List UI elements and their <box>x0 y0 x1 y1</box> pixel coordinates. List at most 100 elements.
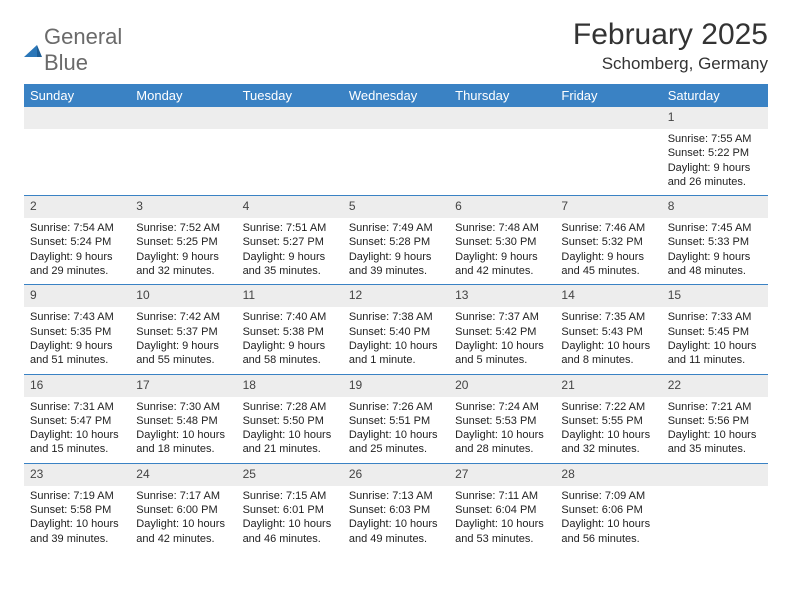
day-cell: 17Sunrise: 7:30 AMSunset: 5:48 PMDayligh… <box>130 375 236 463</box>
sunrise-text: Sunrise: 7:45 AM <box>668 221 762 235</box>
weeks-container: 1Sunrise: 7:55 AMSunset: 5:22 PMDaylight… <box>24 107 768 552</box>
sunset-text: Sunset: 5:24 PM <box>30 235 124 249</box>
sunset-text: Sunset: 5:22 PM <box>668 146 762 160</box>
day-cell: 19Sunrise: 7:26 AMSunset: 5:51 PMDayligh… <box>343 375 449 463</box>
day-number: 28 <box>555 464 661 486</box>
sunset-text: Sunset: 5:27 PM <box>243 235 337 249</box>
day-number: 4 <box>237 196 343 218</box>
sunrise-text: Sunrise: 7:38 AM <box>349 310 443 324</box>
page-title: February 2025 <box>573 18 768 52</box>
calendar-page: General Blue February 2025 Schomberg, Ge… <box>0 0 792 570</box>
day-cell: 18Sunrise: 7:28 AMSunset: 5:50 PMDayligh… <box>237 375 343 463</box>
day-body: Sunrise: 7:51 AMSunset: 5:27 PMDaylight:… <box>237 218 343 284</box>
day-cell: 2Sunrise: 7:54 AMSunset: 5:24 PMDaylight… <box>24 196 130 284</box>
empty-cell <box>237 107 343 195</box>
sunset-text: Sunset: 6:01 PM <box>243 503 337 517</box>
sunrise-text: Sunrise: 7:35 AM <box>561 310 655 324</box>
sunset-text: Sunset: 5:25 PM <box>136 235 230 249</box>
sunset-text: Sunset: 5:38 PM <box>243 325 337 339</box>
sunset-text: Sunset: 5:45 PM <box>668 325 762 339</box>
week-row: 1Sunrise: 7:55 AMSunset: 5:22 PMDaylight… <box>24 107 768 195</box>
day-cell: 22Sunrise: 7:21 AMSunset: 5:56 PMDayligh… <box>662 375 768 463</box>
day-cell: 8Sunrise: 7:45 AMSunset: 5:33 PMDaylight… <box>662 196 768 284</box>
week-row: 9Sunrise: 7:43 AMSunset: 5:35 PMDaylight… <box>24 284 768 373</box>
day-number: 13 <box>449 285 555 307</box>
day-number: 20 <box>449 375 555 397</box>
day-cell: 1Sunrise: 7:55 AMSunset: 5:22 PMDaylight… <box>662 107 768 195</box>
day-body: Sunrise: 7:28 AMSunset: 5:50 PMDaylight:… <box>237 397 343 463</box>
day-number: 5 <box>343 196 449 218</box>
daylight-text: Daylight: 9 hours and 48 minutes. <box>668 250 762 279</box>
day-number: 14 <box>555 285 661 307</box>
day-body: Sunrise: 7:48 AMSunset: 5:30 PMDaylight:… <box>449 218 555 284</box>
daylight-text: Daylight: 9 hours and 55 minutes. <box>136 339 230 368</box>
day-body: Sunrise: 7:26 AMSunset: 5:51 PMDaylight:… <box>343 397 449 463</box>
day-number: 6 <box>449 196 555 218</box>
day-body: Sunrise: 7:24 AMSunset: 5:53 PMDaylight:… <box>449 397 555 463</box>
day-body: Sunrise: 7:45 AMSunset: 5:33 PMDaylight:… <box>662 218 768 284</box>
logo-text-blue: Blue <box>44 50 88 75</box>
day-body: Sunrise: 7:33 AMSunset: 5:45 PMDaylight:… <box>662 307 768 373</box>
sunset-text: Sunset: 5:28 PM <box>349 235 443 249</box>
day-number: 17 <box>130 375 236 397</box>
empty-cell <box>555 107 661 195</box>
day-body: Sunrise: 7:49 AMSunset: 5:28 PMDaylight:… <box>343 218 449 284</box>
sunrise-text: Sunrise: 7:43 AM <box>30 310 124 324</box>
dow-monday: Monday <box>130 84 236 107</box>
sunset-text: Sunset: 5:47 PM <box>30 414 124 428</box>
day-number <box>449 107 555 129</box>
day-number <box>237 107 343 129</box>
day-body: Sunrise: 7:11 AMSunset: 6:04 PMDaylight:… <box>449 486 555 552</box>
daylight-text: Daylight: 9 hours and 35 minutes. <box>243 250 337 279</box>
sunrise-text: Sunrise: 7:21 AM <box>668 400 762 414</box>
day-cell: 20Sunrise: 7:24 AMSunset: 5:53 PMDayligh… <box>449 375 555 463</box>
daylight-text: Daylight: 10 hours and 42 minutes. <box>136 517 230 546</box>
day-number: 25 <box>237 464 343 486</box>
day-number: 26 <box>343 464 449 486</box>
empty-cell <box>130 107 236 195</box>
day-of-week-row: Sunday Monday Tuesday Wednesday Thursday… <box>24 84 768 107</box>
day-body: Sunrise: 7:09 AMSunset: 6:06 PMDaylight:… <box>555 486 661 552</box>
daylight-text: Daylight: 10 hours and 49 minutes. <box>349 517 443 546</box>
sunrise-text: Sunrise: 7:19 AM <box>30 489 124 503</box>
day-cell: 25Sunrise: 7:15 AMSunset: 6:01 PMDayligh… <box>237 464 343 552</box>
empty-cell <box>343 107 449 195</box>
day-number <box>555 107 661 129</box>
day-cell: 11Sunrise: 7:40 AMSunset: 5:38 PMDayligh… <box>237 285 343 373</box>
sunset-text: Sunset: 5:50 PM <box>243 414 337 428</box>
day-cell: 16Sunrise: 7:31 AMSunset: 5:47 PMDayligh… <box>24 375 130 463</box>
day-number: 3 <box>130 196 236 218</box>
day-number: 15 <box>662 285 768 307</box>
daylight-text: Daylight: 10 hours and 1 minute. <box>349 339 443 368</box>
day-number: 1 <box>662 107 768 129</box>
header-row: General Blue February 2025 Schomberg, Ge… <box>24 18 768 76</box>
sunset-text: Sunset: 6:06 PM <box>561 503 655 517</box>
sunset-text: Sunset: 5:32 PM <box>561 235 655 249</box>
day-number: 12 <box>343 285 449 307</box>
day-number <box>130 107 236 129</box>
day-number: 22 <box>662 375 768 397</box>
day-body: Sunrise: 7:43 AMSunset: 5:35 PMDaylight:… <box>24 307 130 373</box>
dow-tuesday: Tuesday <box>237 84 343 107</box>
sunrise-text: Sunrise: 7:42 AM <box>136 310 230 324</box>
day-cell: 13Sunrise: 7:37 AMSunset: 5:42 PMDayligh… <box>449 285 555 373</box>
sunrise-text: Sunrise: 7:31 AM <box>30 400 124 414</box>
empty-cell <box>662 464 768 552</box>
daylight-text: Daylight: 10 hours and 15 minutes. <box>30 428 124 457</box>
daylight-text: Daylight: 10 hours and 11 minutes. <box>668 339 762 368</box>
sunset-text: Sunset: 5:35 PM <box>30 325 124 339</box>
daylight-text: Daylight: 9 hours and 51 minutes. <box>30 339 124 368</box>
day-cell: 7Sunrise: 7:46 AMSunset: 5:32 PMDaylight… <box>555 196 661 284</box>
day-body: Sunrise: 7:38 AMSunset: 5:40 PMDaylight:… <box>343 307 449 373</box>
day-body: Sunrise: 7:13 AMSunset: 6:03 PMDaylight:… <box>343 486 449 552</box>
logo-text-general: General <box>44 24 122 49</box>
day-cell: 23Sunrise: 7:19 AMSunset: 5:58 PMDayligh… <box>24 464 130 552</box>
calendar: Sunday Monday Tuesday Wednesday Thursday… <box>24 84 768 552</box>
day-cell: 3Sunrise: 7:52 AMSunset: 5:25 PMDaylight… <box>130 196 236 284</box>
sunrise-text: Sunrise: 7:15 AM <box>243 489 337 503</box>
day-number <box>24 107 130 129</box>
week-row: 16Sunrise: 7:31 AMSunset: 5:47 PMDayligh… <box>24 374 768 463</box>
logo-text: General Blue <box>44 24 122 76</box>
sunrise-text: Sunrise: 7:48 AM <box>455 221 549 235</box>
day-number: 24 <box>130 464 236 486</box>
